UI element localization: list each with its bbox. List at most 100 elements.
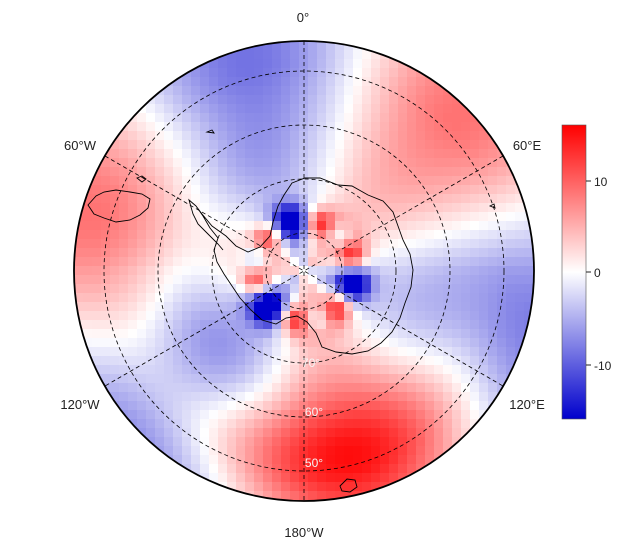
field-cell — [254, 167, 264, 177]
field-cell — [308, 347, 318, 357]
field-cell — [227, 374, 237, 384]
field-cell — [254, 383, 264, 393]
field-cell — [128, 248, 138, 258]
field-cell — [461, 347, 471, 357]
field-cell — [209, 320, 219, 330]
field-cell — [110, 266, 120, 276]
field-cell — [119, 149, 129, 159]
field-cell — [308, 464, 318, 474]
field-cell — [425, 257, 435, 267]
field-cell — [470, 356, 480, 366]
field-cell — [434, 347, 444, 357]
field-cell — [236, 131, 246, 141]
field-cell — [533, 248, 534, 258]
field-cell — [236, 320, 246, 330]
field-cell — [290, 302, 300, 312]
field-cell — [398, 275, 408, 285]
field-cell — [92, 338, 102, 348]
field-cell — [128, 401, 138, 411]
field-cell — [416, 131, 426, 141]
field-cell — [182, 401, 192, 411]
field-cell — [164, 338, 174, 348]
field-cell — [173, 131, 183, 141]
field-cell — [452, 239, 462, 249]
field-cell — [335, 320, 345, 330]
field-cell — [488, 302, 498, 312]
field-cell — [164, 437, 174, 447]
field-cell — [182, 59, 192, 69]
field-cell — [74, 284, 84, 294]
field-cell — [110, 284, 120, 294]
field-cell — [371, 293, 381, 303]
field-cell — [173, 104, 183, 114]
field-cell — [308, 455, 318, 465]
field-cell — [308, 122, 318, 132]
field-cell — [452, 356, 462, 366]
field-cell — [398, 257, 408, 267]
field-cell — [443, 122, 453, 132]
field-cell — [425, 338, 435, 348]
field-cell — [137, 95, 147, 105]
field-cell — [389, 338, 399, 348]
field-cell — [488, 140, 498, 150]
field-cell — [227, 167, 237, 177]
field-cell — [254, 95, 264, 105]
field-cell — [326, 77, 336, 87]
field-cell — [164, 446, 174, 456]
field-cell — [443, 374, 453, 384]
field-cell — [200, 275, 210, 285]
field-cell — [362, 59, 372, 69]
field-cell — [452, 122, 462, 132]
field-cell — [470, 347, 480, 357]
field-cell — [263, 455, 273, 465]
field-cell — [497, 131, 507, 141]
field-cell — [245, 428, 255, 438]
field-cell — [506, 311, 516, 321]
field-cell — [497, 194, 507, 204]
field-cell — [416, 410, 426, 420]
field-cell — [209, 455, 219, 465]
field-cell — [461, 428, 471, 438]
field-cell — [380, 185, 390, 195]
field-cell — [119, 248, 129, 258]
field-cell — [335, 239, 345, 249]
field-cell — [209, 293, 219, 303]
field-cell — [155, 257, 165, 267]
field-cell — [317, 410, 327, 420]
field-cell — [389, 131, 399, 141]
field-cell — [506, 203, 516, 213]
field-cell — [92, 176, 102, 186]
field-cell — [281, 41, 291, 51]
field-cell — [83, 257, 93, 267]
field-cell — [371, 59, 381, 69]
field-cell — [515, 158, 525, 168]
field-cell — [290, 149, 300, 159]
field-cell — [389, 293, 399, 303]
field-cell — [263, 248, 273, 258]
field-cell — [92, 329, 102, 339]
field-cell — [344, 95, 354, 105]
field-cell — [290, 257, 300, 267]
field-cell — [236, 203, 246, 213]
field-cell — [380, 320, 390, 330]
field-cell — [416, 320, 426, 330]
field-cell — [245, 320, 255, 330]
field-cell — [380, 473, 390, 483]
field-cell — [299, 428, 309, 438]
field-cell — [272, 410, 282, 420]
field-cell — [119, 338, 129, 348]
field-cell — [146, 122, 156, 132]
field-cell — [470, 311, 480, 321]
field-cell — [182, 230, 192, 240]
field-cell — [308, 338, 318, 348]
field-cell — [92, 383, 102, 393]
field-cell — [506, 257, 516, 267]
field-cell — [497, 185, 507, 195]
field-cell — [443, 95, 453, 105]
field-cell — [425, 383, 435, 393]
field-cell — [290, 248, 300, 258]
field-cell — [488, 185, 498, 195]
field-cell — [155, 158, 165, 168]
field-cell — [380, 365, 390, 375]
field-cell — [92, 302, 102, 312]
